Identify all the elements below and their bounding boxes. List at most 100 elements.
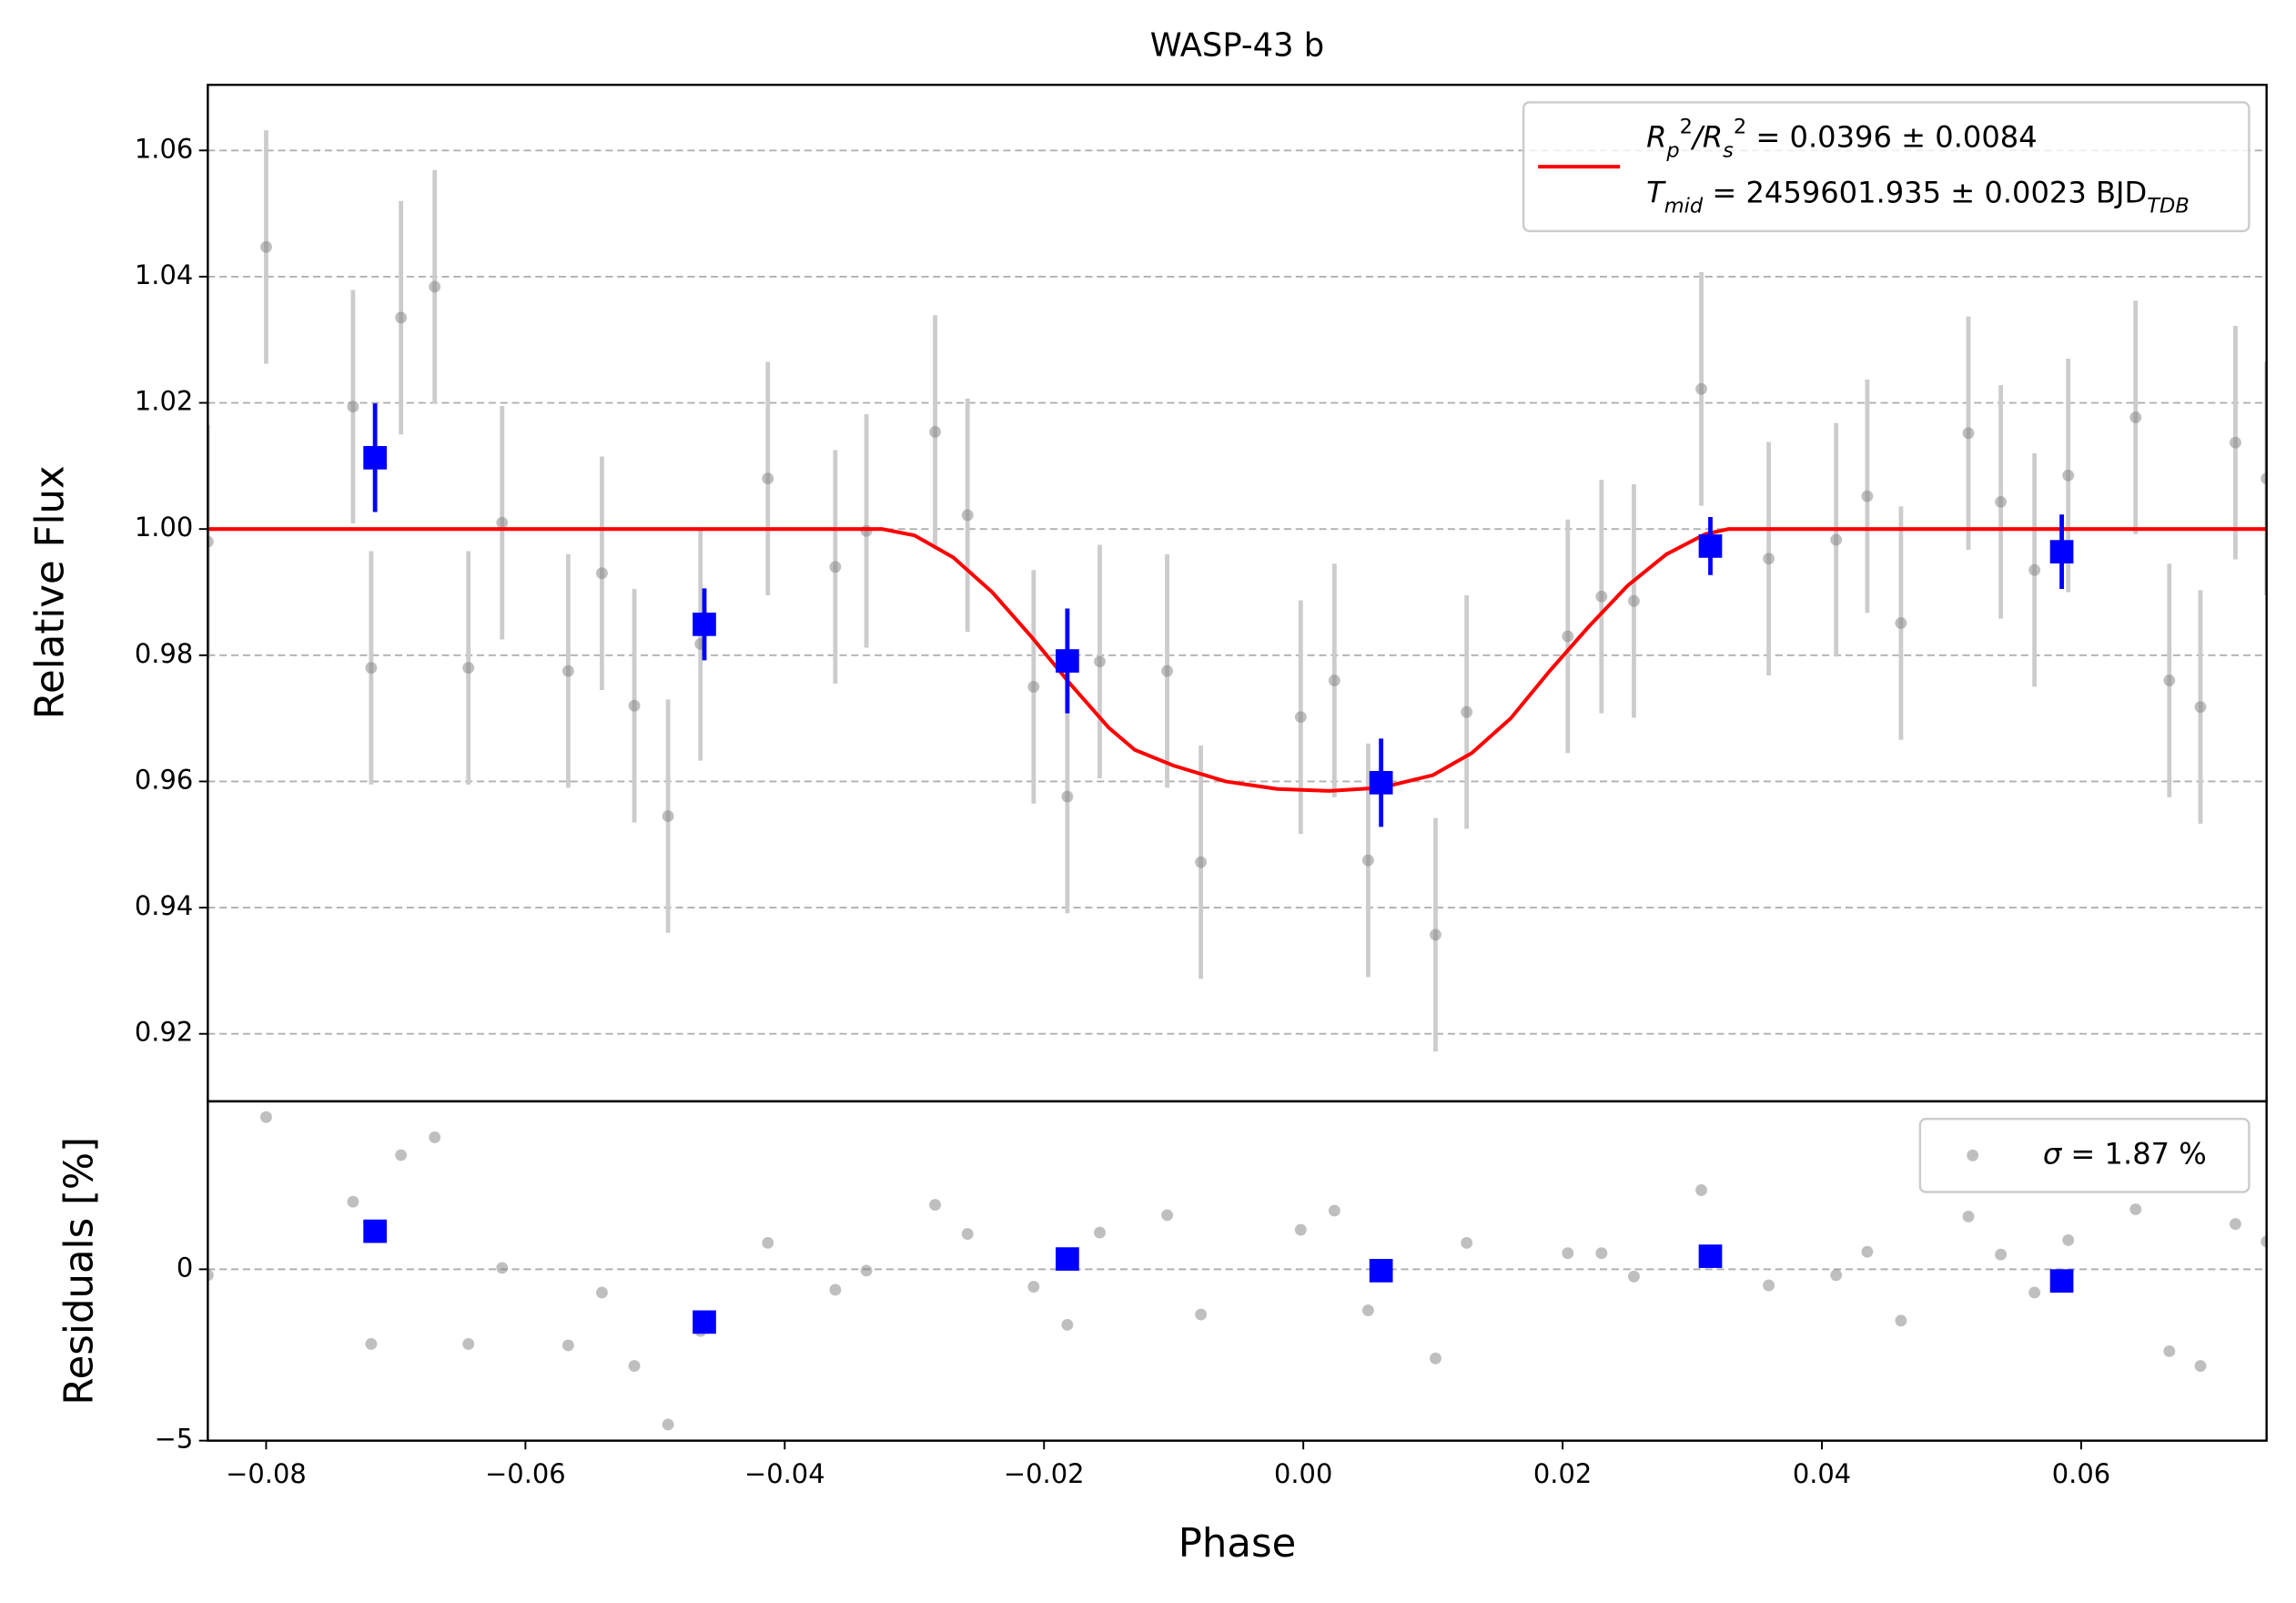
y-tick-label: 0.92 [135, 1017, 193, 1048]
legend-text-part: TDB [2147, 194, 2189, 218]
binned-point [1369, 1259, 1393, 1283]
data-point [1361, 854, 1374, 867]
legend-text-part: = 1.87 % [2061, 1136, 2207, 1171]
data-point [1461, 705, 1473, 718]
y-tick-label: 1.04 [135, 259, 193, 290]
x-tick-label: −0.06 [485, 1458, 566, 1489]
x-tick-label: 0.02 [1533, 1458, 1592, 1489]
data-point [561, 665, 574, 677]
y-tick-label: 1.06 [135, 133, 193, 164]
data-point [762, 1236, 774, 1249]
binned-point [1056, 1247, 1079, 1271]
data-point [2129, 1203, 2142, 1215]
data-point [1962, 427, 1975, 440]
data-point [961, 1228, 974, 1241]
binned-point [363, 1219, 387, 1243]
data-point [496, 516, 509, 529]
x-tick-label: 0.00 [1274, 1458, 1332, 1489]
data-point [395, 311, 408, 324]
data-point [829, 561, 842, 573]
data-point [1361, 1304, 1374, 1316]
data-point [2028, 563, 2041, 576]
data-point [2062, 469, 2075, 482]
legend-label: σ = 1.87 % [2043, 1136, 2207, 1171]
data-point [1830, 533, 1843, 546]
data-point [2194, 1360, 2207, 1372]
data-point [1294, 1223, 1307, 1236]
data-point [347, 1195, 359, 1208]
y-tick-label: 0.94 [135, 890, 193, 921]
data-point [1595, 590, 1608, 603]
plot-area [207, 130, 2267, 1052]
x-tick-label: 0.04 [1793, 1458, 1851, 1489]
data-point [628, 699, 641, 712]
legend-text-part: mid [1664, 194, 1704, 218]
data-point [429, 1131, 441, 1143]
data-point [2129, 411, 2142, 423]
data-point [2028, 1286, 2041, 1299]
data-point [2194, 701, 2207, 714]
data-point [260, 1111, 272, 1123]
data-point [207, 1269, 214, 1282]
data-point [395, 1149, 408, 1162]
legend-text-part: p [1665, 138, 1679, 162]
legend-text-part: T [1646, 176, 1666, 210]
data-point [1595, 1247, 1608, 1260]
axes-frame [207, 1100, 2268, 1442]
legend-box [1522, 101, 2250, 233]
data-point [207, 535, 214, 548]
data-point [1895, 1314, 1907, 1327]
data-point [1861, 1245, 1874, 1258]
data-point [1161, 665, 1174, 677]
data-point [929, 426, 942, 438]
data-point [1195, 1308, 1208, 1321]
model-line [207, 527, 2267, 793]
data-point [1328, 675, 1340, 686]
data-point [762, 472, 774, 485]
y-tick-label: 1.00 [135, 512, 193, 543]
x-tick-label: −0.08 [226, 1458, 307, 1489]
legend-text-part: R [1646, 120, 1666, 155]
data-point [961, 509, 974, 522]
legend-text-part: 2 [1680, 115, 1693, 138]
legend-text-part: σ [2043, 1136, 2063, 1171]
binned-point [2049, 540, 2074, 563]
plot-area [207, 1111, 2267, 1431]
data-point [365, 662, 378, 675]
legend-label: Tmid = 2459601.935 ± 0.0023 BJDTDB [1646, 176, 2190, 218]
data-point [1895, 617, 1907, 629]
data-point [1562, 1247, 1574, 1260]
data-point [2230, 436, 2241, 449]
binned-point [693, 612, 716, 636]
data-point [596, 1286, 608, 1299]
binned-point [1698, 1244, 1723, 1268]
chart-title: WASP-43 b [1150, 26, 1324, 64]
x-tick-label: −0.04 [744, 1458, 825, 1489]
data-point [347, 401, 359, 413]
data-point [1628, 1270, 1640, 1283]
data-point [662, 810, 674, 822]
data-point [860, 524, 873, 537]
data-point [929, 1199, 942, 1212]
legend-text-part: 2 [1734, 115, 1746, 138]
data-point [1328, 1204, 1340, 1217]
data-point [1195, 856, 1208, 868]
legend-label: Rp2/Rs2 = 0.0396 ± 0.0084 [1646, 115, 2038, 162]
x-axis-label: Phase [1178, 1521, 1297, 1567]
data-point [1061, 1318, 1074, 1331]
data-point [1830, 1269, 1843, 1282]
data-point [561, 1339, 574, 1352]
data-point [1294, 711, 1307, 724]
y-axis-label: Residuals [%] [57, 1137, 103, 1405]
data-point [860, 1264, 873, 1277]
data-point [1995, 495, 2008, 508]
binned-point [363, 445, 387, 470]
binned-point [1056, 649, 1079, 673]
binned-point [693, 1310, 716, 1334]
data-point [2163, 675, 2176, 686]
binned-point [1369, 770, 1393, 795]
data-point [1695, 1183, 1707, 1196]
data-point [596, 567, 608, 580]
data-point [1695, 382, 1707, 395]
data-point [1628, 594, 1640, 607]
